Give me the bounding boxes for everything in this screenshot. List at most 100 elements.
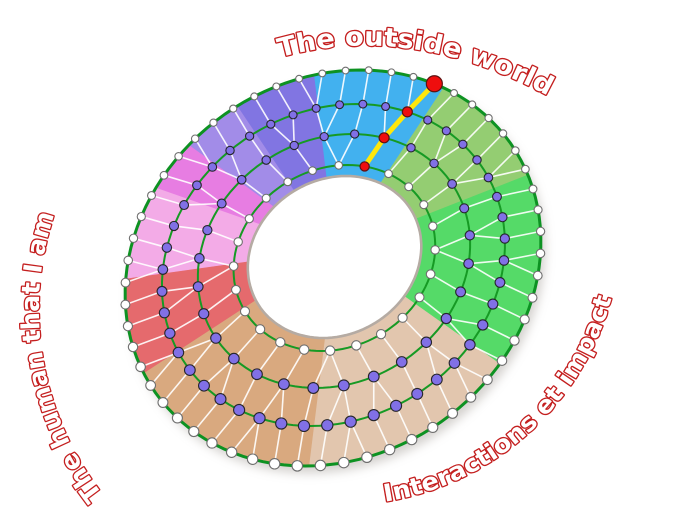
mesh-node[interactable]	[497, 212, 508, 223]
mesh-node[interactable]	[275, 417, 288, 430]
mesh-node[interactable]	[441, 126, 451, 136]
mesh-node[interactable]	[194, 253, 205, 264]
mesh-node[interactable]	[482, 374, 493, 386]
mesh-node[interactable]	[535, 248, 546, 259]
mesh-node[interactable]	[261, 155, 272, 165]
mesh-node[interactable]	[254, 324, 266, 335]
mesh-node[interactable]	[120, 277, 131, 288]
mesh-node[interactable]	[275, 337, 286, 348]
mesh-node[interactable]	[425, 269, 436, 280]
mesh-node[interactable]	[158, 307, 170, 319]
mesh-node[interactable]	[308, 166, 317, 175]
selected-node[interactable]	[378, 132, 390, 144]
mesh-node[interactable]	[414, 292, 425, 303]
mesh-node[interactable]	[494, 276, 506, 288]
mesh-node[interactable]	[207, 162, 218, 172]
selected-node[interactable]	[359, 161, 370, 172]
mesh-node[interactable]	[498, 129, 508, 138]
mesh-node[interactable]	[136, 211, 146, 222]
mesh-node[interactable]	[122, 321, 134, 332]
mesh-node[interactable]	[423, 115, 433, 125]
mesh-node[interactable]	[225, 145, 235, 156]
mesh-node[interactable]	[351, 340, 362, 351]
mesh-node[interactable]	[406, 143, 416, 153]
mesh-node[interactable]	[190, 134, 200, 143]
mesh-node[interactable]	[429, 158, 439, 169]
mesh-node[interactable]	[484, 113, 493, 123]
mesh-node[interactable]	[367, 408, 380, 422]
mesh-node[interactable]	[337, 456, 350, 469]
mesh-node[interactable]	[527, 292, 538, 303]
mesh-node[interactable]	[123, 255, 134, 266]
mesh-node[interactable]	[233, 237, 243, 247]
mesh-node[interactable]	[272, 82, 281, 91]
mesh-node[interactable]	[430, 373, 443, 386]
mesh-node[interactable]	[145, 380, 157, 391]
mesh-node[interactable]	[206, 437, 218, 449]
mesh-node[interactable]	[321, 419, 334, 432]
mesh-node[interactable]	[448, 357, 461, 369]
mesh-node[interactable]	[464, 338, 476, 351]
mesh-node[interactable]	[528, 184, 538, 194]
mesh-node[interactable]	[492, 191, 502, 202]
mesh-node[interactable]	[171, 412, 183, 424]
mesh-node[interactable]	[465, 391, 477, 403]
mesh-node[interactable]	[409, 72, 418, 81]
mesh-node[interactable]	[496, 355, 508, 366]
mesh-node[interactable]	[447, 407, 459, 419]
mesh-node[interactable]	[389, 399, 403, 412]
mesh-node[interactable]	[350, 129, 360, 139]
mesh-node[interactable]	[319, 131, 329, 142]
mesh-node[interactable]	[128, 233, 139, 244]
mesh-node[interactable]	[261, 193, 271, 203]
mesh-node[interactable]	[406, 433, 418, 446]
mesh-node[interactable]	[246, 453, 259, 465]
mesh-node[interactable]	[334, 160, 344, 170]
mesh-node[interactable]	[311, 103, 321, 113]
mesh-node[interactable]	[324, 345, 336, 356]
mesh-node[interactable]	[157, 397, 169, 409]
mesh-node[interactable]	[487, 298, 499, 310]
selected-node[interactable]	[425, 75, 443, 93]
mesh-node[interactable]	[244, 131, 255, 141]
mesh-node[interactable]	[387, 68, 396, 77]
mesh-node[interactable]	[198, 308, 210, 320]
mesh-node[interactable]	[459, 203, 470, 214]
mesh-node[interactable]	[168, 220, 180, 232]
mesh-node[interactable]	[295, 74, 304, 83]
mesh-node[interactable]	[472, 155, 482, 165]
mesh-node[interactable]	[318, 69, 327, 78]
mesh-node[interactable]	[239, 306, 251, 317]
mesh-node[interactable]	[250, 92, 259, 101]
mesh-node[interactable]	[289, 140, 299, 151]
mesh-node[interactable]	[477, 319, 489, 331]
mesh-node[interactable]	[268, 457, 281, 470]
mesh-node[interactable]	[341, 66, 350, 75]
mesh-node[interactable]	[447, 179, 458, 189]
mesh-node[interactable]	[228, 352, 240, 365]
mesh-node[interactable]	[231, 284, 241, 295]
mesh-node[interactable]	[533, 205, 543, 215]
mesh-node[interactable]	[335, 100, 345, 110]
mesh-node[interactable]	[214, 393, 227, 406]
mesh-node[interactable]	[499, 233, 511, 244]
mesh-node[interactable]	[146, 190, 157, 200]
mesh-node[interactable]	[188, 425, 200, 438]
mesh-node[interactable]	[519, 314, 530, 325]
mesh-node[interactable]	[210, 332, 222, 344]
mesh-node[interactable]	[283, 177, 293, 187]
mesh-node[interactable]	[358, 99, 368, 109]
mesh-node[interactable]	[430, 245, 440, 255]
mesh-node[interactable]	[361, 451, 373, 464]
mesh-node[interactable]	[192, 281, 204, 293]
mesh-node[interactable]	[395, 356, 408, 368]
mesh-node[interactable]	[364, 66, 373, 75]
mesh-node[interactable]	[266, 119, 276, 129]
mesh-node[interactable]	[120, 299, 131, 310]
mesh-node[interactable]	[197, 379, 210, 392]
mesh-node[interactable]	[277, 378, 290, 391]
mesh-node[interactable]	[174, 151, 183, 161]
mesh-node[interactable]	[455, 286, 467, 298]
mesh-node[interactable]	[375, 329, 387, 340]
mesh-node[interactable]	[253, 412, 266, 425]
